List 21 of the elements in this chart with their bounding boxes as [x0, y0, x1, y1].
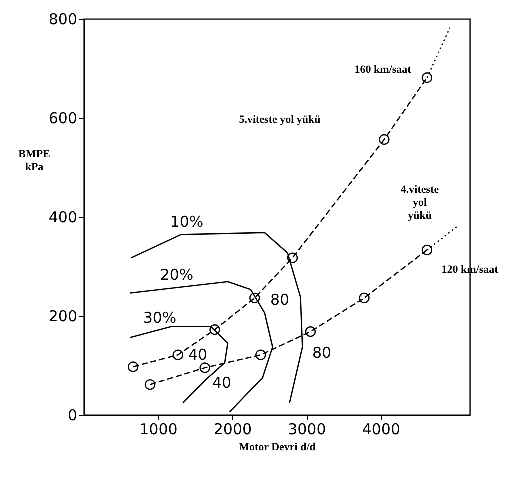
x-tick-label: 1000: [140, 420, 178, 438]
y-axis-title: BMPE kPa: [18, 148, 50, 174]
annotation: 10%: [170, 213, 204, 231]
annotation: 40: [212, 374, 232, 392]
x-tick-label: 2000: [214, 420, 252, 438]
annotation: 30%: [143, 309, 177, 327]
annotation: 4.viteste yol yükü: [400, 184, 440, 222]
annotation: 40: [188, 346, 208, 364]
y-tick-label: 0: [68, 406, 78, 424]
y-tick-label: 200: [48, 308, 78, 326]
annotation: 5.viteste yol yükü: [239, 114, 321, 126]
y-tick-label: 600: [48, 110, 78, 128]
annotation: 160 km/saat: [354, 64, 412, 76]
y-tick-label: 400: [48, 208, 78, 226]
y-tick-label: 800: [48, 10, 78, 28]
x-tick-label: 4000: [362, 420, 401, 438]
x-tick-label: 3000: [288, 420, 326, 438]
annotation: 80: [312, 344, 332, 362]
annotation: 80: [270, 291, 290, 309]
x-axis-title: Motor Devri d/d: [239, 442, 316, 454]
annotation: 20%: [160, 266, 194, 284]
